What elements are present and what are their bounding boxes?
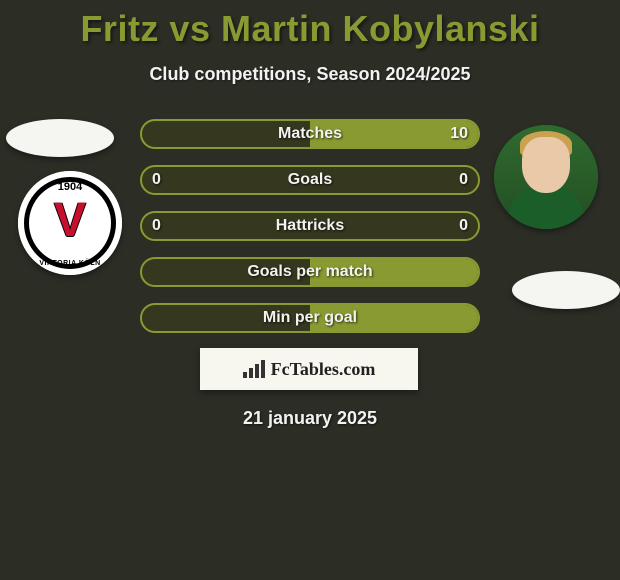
stat-label: Hattricks: [142, 213, 478, 239]
stat-left-value: 0: [152, 167, 161, 193]
stat-label: Goals per match: [142, 259, 478, 285]
stat-row: Hattricks0 0: [140, 211, 480, 241]
stat-label: Matches: [142, 121, 478, 147]
badge-letter: V: [18, 197, 122, 245]
left-player-name-oval: [6, 119, 114, 157]
stat-row: Min per goal: [140, 303, 480, 333]
comparison-panel: 1904 V VIKTORIA KÖLN Matches10Goals00Hat…: [0, 115, 620, 375]
stat-row: Goals per match: [140, 257, 480, 287]
badge-year: 1904: [18, 181, 122, 193]
stat-right-value: 0: [459, 213, 468, 239]
stat-right-value: 0: [459, 167, 468, 193]
page-subtitle: Club competitions, Season 2024/2025: [0, 64, 620, 85]
stat-label: Min per goal: [142, 305, 478, 331]
stat-right-value: 10: [450, 121, 468, 147]
right-player-photo: [494, 125, 598, 229]
stats-table: Matches10Goals00Hattricks00Goals per mat…: [140, 119, 480, 349]
date-label: 21 january 2025: [0, 408, 620, 429]
stat-row: Matches10: [140, 119, 480, 149]
right-player-name-oval: [512, 271, 620, 309]
bar-chart-icon: [243, 360, 265, 378]
page-title: Fritz vs Martin Kobylanski: [0, 0, 620, 50]
brand-badge: FcTables.com: [200, 348, 418, 390]
badge-text: VIKTORIA KÖLN: [18, 260, 122, 267]
stat-label: Goals: [142, 167, 478, 193]
stat-left-value: 0: [152, 213, 161, 239]
left-club-badge: 1904 V VIKTORIA KÖLN: [18, 171, 122, 275]
brand-text: FcTables.com: [271, 359, 376, 380]
stat-row: Goals0 0: [140, 165, 480, 195]
